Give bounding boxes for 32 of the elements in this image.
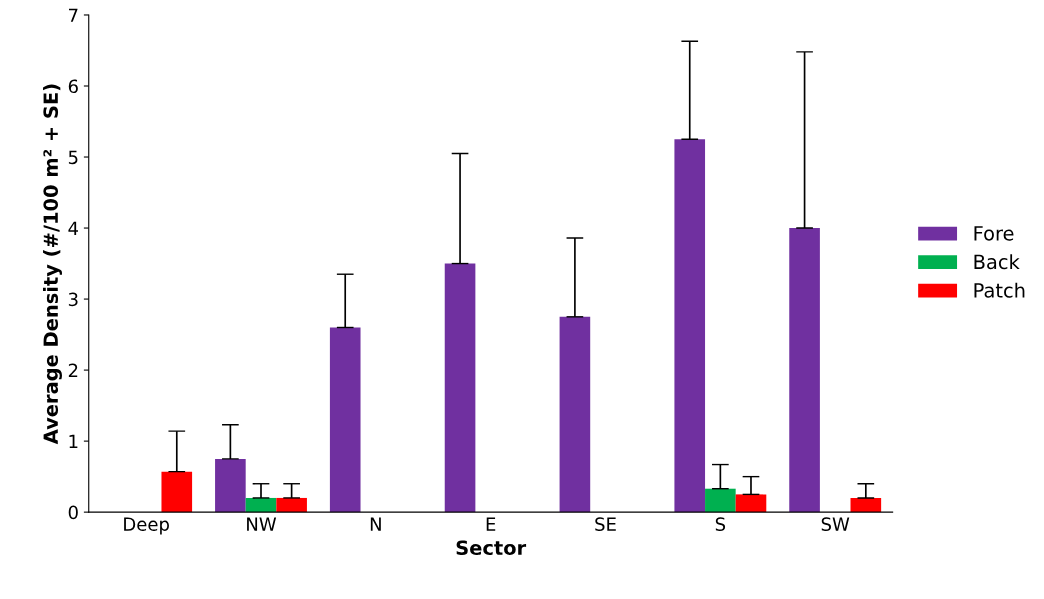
bar <box>674 139 706 513</box>
legend-label: Back <box>974 254 1020 270</box>
bar <box>245 497 277 513</box>
legend-label: Patch <box>974 282 1025 298</box>
y-tick-label: 4 <box>68 221 78 235</box>
x-tick-label: SE <box>595 517 616 531</box>
y-axis-title: Average Density (#/100 m² + SE) <box>43 84 62 445</box>
y-tick-label: 0 <box>68 505 78 520</box>
bar <box>215 458 246 513</box>
y-tick-label: 2 <box>68 363 78 377</box>
bar <box>444 263 476 513</box>
bar <box>850 497 882 513</box>
bar <box>161 471 193 513</box>
y-tick-label: 6 <box>68 79 78 94</box>
x-tick-label: N <box>370 517 381 531</box>
x-tick-label: E <box>486 517 496 531</box>
x-tick-label: Deep <box>124 517 169 535</box>
bar <box>559 316 591 513</box>
legend-label: Fore <box>974 226 1014 241</box>
bar <box>735 494 767 513</box>
bar <box>789 228 820 513</box>
y-tick-label: 3 <box>68 292 78 307</box>
y-tick-label: 7 <box>69 8 78 22</box>
y-tick-label: 1 <box>69 434 78 448</box>
x-axis-title: Sector <box>456 540 527 556</box>
bar <box>705 488 736 513</box>
bar <box>329 327 361 513</box>
x-tick-label: SW <box>821 517 850 531</box>
x-tick-label: S <box>715 517 726 531</box>
bar <box>276 497 307 513</box>
y-tick-label: 5 <box>68 150 78 165</box>
x-tick-label: NW <box>247 517 277 531</box>
